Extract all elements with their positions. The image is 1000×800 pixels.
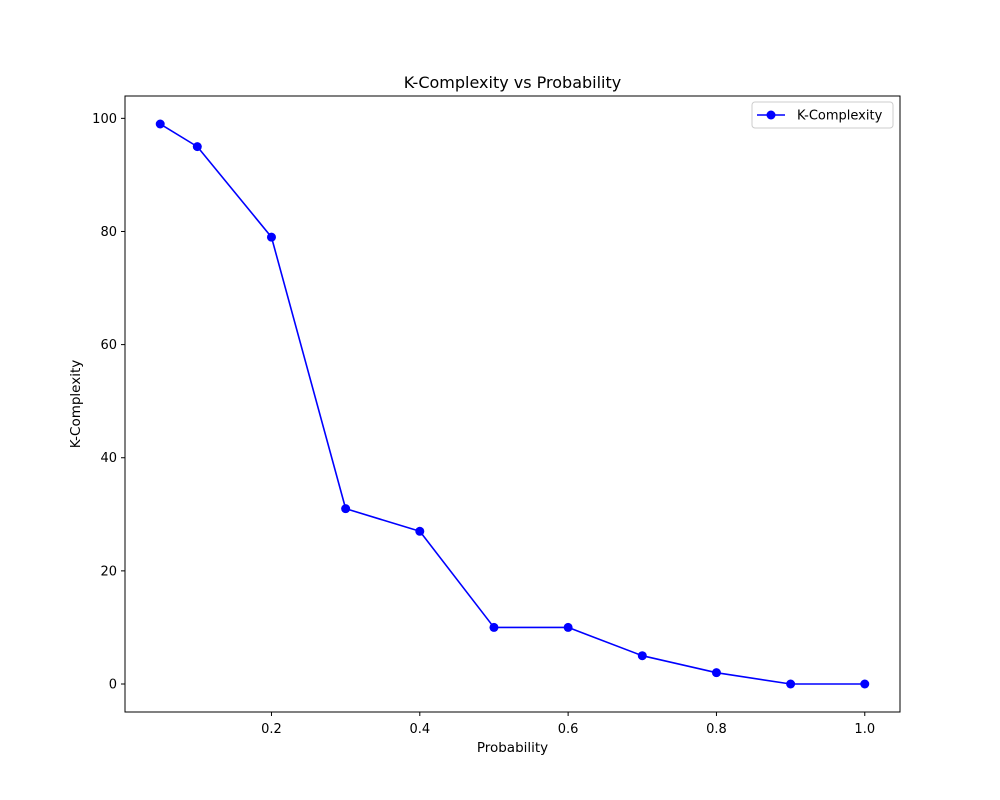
x-axis: 0.2 0.4 0.6 0.8 1.0 xyxy=(261,712,875,737)
data-point xyxy=(786,679,796,689)
data-point xyxy=(489,622,499,632)
data-point xyxy=(860,679,870,689)
data-point xyxy=(266,232,276,242)
y-tick-label: 100 xyxy=(92,112,117,127)
x-axis-label: Probability xyxy=(477,740,548,756)
data-point xyxy=(341,504,351,514)
y-tick-label: 40 xyxy=(100,451,117,466)
x-tick-label: 0.2 xyxy=(261,722,282,737)
data-point xyxy=(711,668,721,678)
legend-marker-swatch xyxy=(766,110,776,120)
axes-frame xyxy=(124,95,901,713)
plot-area xyxy=(155,119,870,689)
chart-title: K-Complexity vs Probability xyxy=(404,73,622,92)
x-tick-label: 0.8 xyxy=(706,722,727,737)
y-tick-label: 0 xyxy=(109,678,117,693)
x-tick-label: 1.0 xyxy=(854,722,875,737)
data-point xyxy=(192,142,202,152)
x-tick-label: 0.4 xyxy=(409,722,430,737)
legend: K-Complexity xyxy=(751,101,894,129)
data-point xyxy=(155,119,165,129)
legend-label: K-Complexity xyxy=(797,109,883,124)
y-axis-label: K-Complexity xyxy=(68,360,84,449)
legend-box xyxy=(751,101,894,129)
y-tick-label: 60 xyxy=(100,338,117,353)
data-point xyxy=(637,651,647,661)
y-tick-label: 20 xyxy=(100,564,117,579)
y-tick-label: 80 xyxy=(100,225,117,240)
data-point xyxy=(563,622,573,632)
data-point xyxy=(415,526,425,536)
x-tick-label: 0.6 xyxy=(558,722,579,737)
y-axis: 0 20 40 60 80 100 xyxy=(92,112,125,693)
